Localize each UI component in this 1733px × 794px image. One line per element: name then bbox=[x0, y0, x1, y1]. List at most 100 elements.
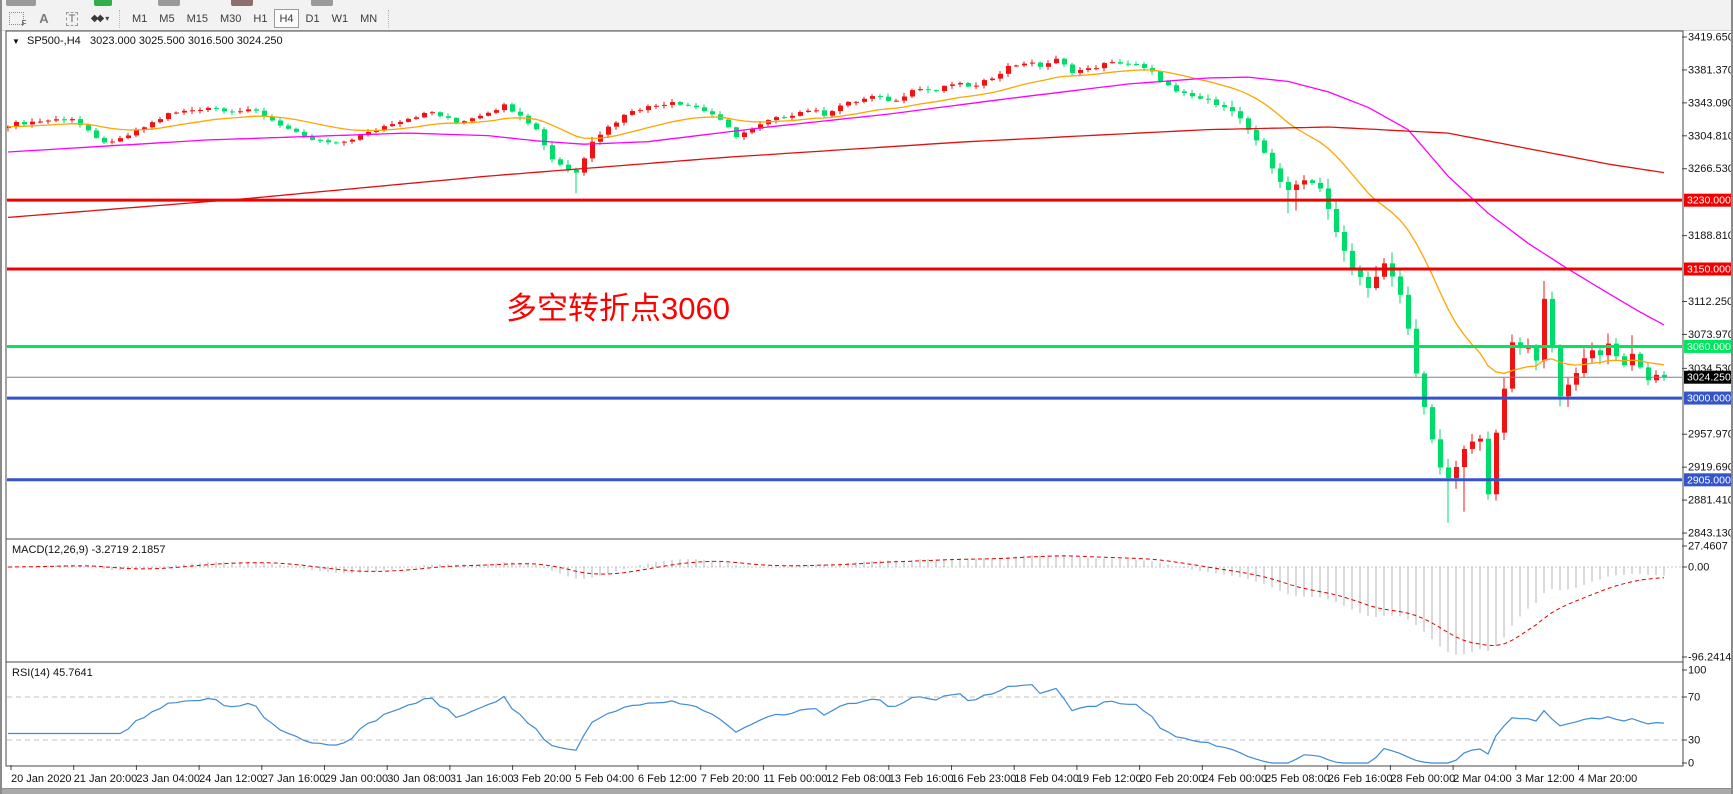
candle bbox=[254, 109, 259, 111]
time-tick-label: 26 Feb 16:00 bbox=[1328, 773, 1393, 785]
timeframe-mn[interactable]: MN bbox=[360, 12, 378, 25]
candle bbox=[1054, 58, 1059, 64]
candle bbox=[790, 115, 795, 118]
timeframe-d1[interactable]: D1 bbox=[305, 12, 320, 25]
candle bbox=[270, 116, 275, 121]
clipped-toolbar-row bbox=[2, 0, 1731, 7]
candle bbox=[462, 121, 467, 123]
price-axis[interactable]: 3419.650 3381.370 3343.090 3304.810 3266.530… bbox=[1682, 32, 1733, 540]
candle bbox=[1166, 81, 1171, 86]
candle bbox=[358, 135, 363, 140]
candle bbox=[566, 164, 571, 170]
candle bbox=[630, 111, 635, 115]
horizontal-lines-layer[interactable] bbox=[7, 198, 1682, 482]
shapes-arrows-icon[interactable]: ◆◆ ▾ bbox=[90, 13, 110, 24]
candle bbox=[1606, 343, 1611, 356]
candle bbox=[286, 125, 291, 129]
horizontal-scrollbar[interactable] bbox=[2, 788, 1731, 794]
rsi-scale-label: 70 bbox=[1688, 692, 1700, 704]
timeframe-m5[interactable]: M5 bbox=[159, 12, 175, 25]
candle bbox=[38, 121, 43, 123]
candle bbox=[1350, 250, 1355, 269]
candle bbox=[582, 158, 587, 173]
candle bbox=[1142, 64, 1147, 68]
candle bbox=[1590, 350, 1595, 359]
candle bbox=[1206, 98, 1211, 100]
candle bbox=[1550, 298, 1555, 348]
candle bbox=[1438, 439, 1443, 468]
timeframe-m15[interactable]: M15 bbox=[186, 12, 208, 25]
candle bbox=[1182, 91, 1187, 94]
time-tick-label: 24 Jan 12:00 bbox=[199, 773, 263, 785]
candle bbox=[1310, 180, 1315, 183]
candle bbox=[486, 112, 491, 116]
candle bbox=[1494, 432, 1499, 495]
candle bbox=[622, 114, 627, 123]
price-tick-label: 3034.530 bbox=[1688, 363, 1733, 375]
collapse-triangle-icon[interactable]: ▼ bbox=[12, 37, 20, 46]
candle bbox=[750, 128, 755, 133]
timeframe-w1[interactable]: W1 bbox=[331, 12, 349, 25]
rsi-panel bbox=[7, 684, 1682, 764]
clipped-icon bbox=[158, 0, 180, 6]
timeframe-m1[interactable]: M1 bbox=[132, 12, 148, 25]
price-line-label: 3000.000 bbox=[1687, 393, 1731, 405]
timeframe-m30[interactable]: M30 bbox=[219, 12, 242, 25]
candle bbox=[1502, 388, 1507, 433]
text-t-icon[interactable]: T bbox=[59, 9, 85, 28]
candle bbox=[334, 142, 339, 144]
candle bbox=[1190, 93, 1195, 97]
candle bbox=[1022, 63, 1027, 66]
fibonacci-grid-icon[interactable]: F bbox=[3, 9, 29, 28]
candle bbox=[654, 105, 659, 107]
moving-averages-layer bbox=[7, 69, 1665, 375]
time-tick-label: 19 Feb 12:00 bbox=[1077, 773, 1142, 785]
label-a-icon[interactable]: A bbox=[39, 11, 49, 26]
ma-fast-line bbox=[7, 69, 1665, 375]
candle bbox=[806, 110, 811, 113]
price-line-label: 3060.000 bbox=[1687, 341, 1731, 353]
toolbar-separator bbox=[388, 9, 390, 28]
annotation-text[interactable]: 多空转折点3060 bbox=[506, 291, 730, 326]
price-line-label: 3024.250 bbox=[1687, 372, 1731, 384]
candle bbox=[78, 119, 83, 126]
price-tick-label: 2957.970 bbox=[1688, 429, 1733, 441]
time-tick-label: 5 Feb 04:00 bbox=[575, 773, 634, 785]
candle bbox=[1374, 276, 1379, 289]
chart-symbol-title[interactable]: ▼ SP500-,H4 3023.000 3025.500 3016.500 3… bbox=[12, 35, 283, 47]
rsi-axis[interactable]: 100 70 30 0 bbox=[1682, 665, 1706, 770]
time-tick-label: 23 Jan 04:00 bbox=[136, 773, 200, 785]
candle bbox=[958, 83, 963, 85]
candle bbox=[862, 98, 867, 102]
macd-panel bbox=[7, 554, 1682, 655]
rsi-scale-label: 30 bbox=[1688, 735, 1700, 747]
candle bbox=[366, 131, 371, 136]
candle bbox=[510, 104, 515, 112]
candle bbox=[110, 141, 115, 143]
candle bbox=[846, 101, 851, 106]
time-tick-label: 21 Jan 20:00 bbox=[74, 773, 138, 785]
candle bbox=[678, 102, 683, 105]
price-tick-label: 3419.650 bbox=[1688, 32, 1733, 44]
candle bbox=[182, 110, 187, 113]
candle bbox=[1422, 373, 1427, 408]
candle bbox=[1358, 268, 1363, 277]
timeframe-h1[interactable]: H1 bbox=[253, 12, 268, 25]
candle bbox=[238, 111, 243, 113]
rsi-scale-label: 100 bbox=[1688, 665, 1706, 677]
candle bbox=[302, 131, 307, 137]
timeframe-h4-active[interactable]: H4 bbox=[274, 9, 299, 28]
candle bbox=[1134, 64, 1139, 66]
macd-axis[interactable]: 27.4607 0.00 -96.2414 bbox=[1682, 541, 1731, 664]
candle bbox=[1278, 168, 1283, 182]
candle bbox=[694, 105, 699, 108]
price-tick-label: 3112.250 bbox=[1688, 296, 1733, 308]
candle bbox=[758, 124, 763, 129]
time-axis[interactable]: 20 Jan 2020 21 Jan 20:00 23 Jan 04:00 24 Ja… bbox=[10, 765, 1637, 785]
price-line-label: 3230.000 bbox=[1687, 195, 1731, 207]
time-tick-label: 16 Feb 23:00 bbox=[952, 773, 1017, 785]
candle bbox=[30, 121, 35, 125]
candle bbox=[1542, 298, 1547, 361]
time-tick-label: 24 Feb 00:00 bbox=[1202, 773, 1267, 785]
